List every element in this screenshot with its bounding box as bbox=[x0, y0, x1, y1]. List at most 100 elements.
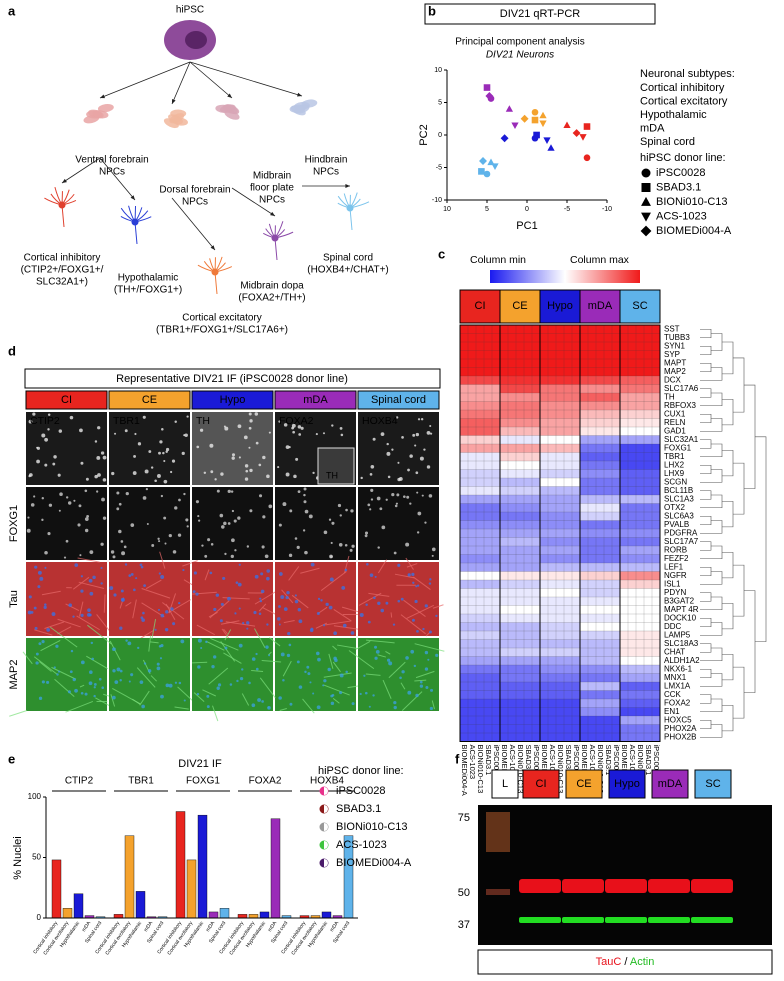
nucleus bbox=[310, 562, 315, 567]
nucleus bbox=[302, 529, 306, 532]
y-tick-label: -10 bbox=[432, 197, 442, 204]
nucleus bbox=[370, 464, 375, 469]
nucleus bbox=[57, 473, 61, 477]
nucleus bbox=[258, 612, 262, 615]
nucleus bbox=[399, 676, 402, 680]
nucleus bbox=[171, 459, 176, 463]
nucleus bbox=[422, 627, 425, 631]
group-header-label: mDA bbox=[588, 300, 613, 312]
nucleus bbox=[41, 433, 46, 438]
nucleus bbox=[199, 428, 204, 432]
heatmap-cell bbox=[580, 512, 620, 521]
nucleus bbox=[419, 456, 424, 461]
nucleus bbox=[374, 656, 378, 660]
group-label: CTIP2 bbox=[65, 776, 94, 787]
fiber bbox=[139, 690, 150, 706]
heatmap-cell bbox=[580, 537, 620, 546]
nucleus bbox=[195, 500, 200, 504]
dendrogram bbox=[744, 384, 756, 489]
lane-header bbox=[565, 769, 603, 799]
heatmap-cell bbox=[500, 529, 540, 538]
heatmap-cell bbox=[580, 699, 620, 708]
nucleus bbox=[206, 694, 210, 698]
nucleus bbox=[93, 694, 96, 698]
heatmap-cell bbox=[500, 452, 540, 461]
heatmap-cell bbox=[580, 546, 620, 555]
nucleus bbox=[430, 688, 434, 692]
fiber bbox=[394, 573, 415, 579]
nucleus bbox=[345, 508, 348, 512]
x-tick-label: mDA bbox=[329, 920, 341, 933]
heatmap-cell bbox=[540, 469, 580, 478]
header-box bbox=[24, 368, 441, 389]
nucleus bbox=[41, 640, 45, 644]
fiber bbox=[382, 679, 392, 699]
y-axis-label: PC2 bbox=[418, 124, 430, 145]
progenitor-label: NPCs bbox=[182, 197, 208, 208]
bar bbox=[259, 911, 270, 919]
heatmap-cell bbox=[500, 648, 540, 657]
fiber bbox=[206, 640, 225, 651]
nucleus bbox=[38, 696, 43, 700]
nucleus bbox=[148, 450, 152, 453]
heatmap-cell bbox=[500, 512, 540, 521]
heatmap-cell bbox=[540, 699, 580, 708]
bar bbox=[73, 893, 84, 919]
nucleus bbox=[130, 673, 134, 677]
nucleus bbox=[41, 680, 45, 684]
heatmap-cell bbox=[460, 597, 500, 606]
heatmap-cell bbox=[540, 563, 580, 572]
nucleus bbox=[368, 705, 371, 708]
heatmap-cell bbox=[620, 563, 660, 572]
nucleus bbox=[411, 618, 415, 622]
nucleus bbox=[80, 575, 84, 578]
pca-point bbox=[485, 92, 494, 100]
nucleus bbox=[403, 495, 406, 499]
nucleus bbox=[216, 686, 220, 690]
pca-point bbox=[483, 170, 491, 178]
actin-band bbox=[519, 917, 561, 923]
nucleus bbox=[119, 669, 123, 673]
nucleus bbox=[349, 548, 353, 552]
nucleus bbox=[133, 588, 136, 592]
mw-label: 50 bbox=[458, 887, 470, 899]
nucleus bbox=[207, 538, 211, 542]
nucleus bbox=[134, 432, 137, 436]
row-label: DCX bbox=[664, 375, 682, 384]
nucleus bbox=[178, 681, 182, 685]
nucleus bbox=[416, 491, 419, 494]
legend-entry: BIONi010-C13 bbox=[336, 821, 408, 833]
nucleus bbox=[227, 596, 231, 601]
group-header bbox=[579, 289, 621, 324]
nucleus bbox=[68, 603, 72, 607]
nucleus bbox=[110, 550, 115, 554]
nucleus bbox=[102, 455, 107, 460]
nucleus bbox=[186, 525, 189, 528]
fiber bbox=[377, 654, 386, 658]
nucleus bbox=[177, 533, 182, 537]
nucleus bbox=[141, 704, 145, 709]
heatmap-cell bbox=[620, 529, 660, 538]
heatmap-cell bbox=[620, 554, 660, 563]
nucleus bbox=[330, 541, 333, 545]
heatmap-cell bbox=[500, 503, 540, 512]
neuron-label: Spinal cord bbox=[323, 253, 373, 264]
row-label: LMX1A bbox=[664, 681, 691, 690]
pca-point bbox=[491, 163, 499, 170]
heatmap-cell bbox=[460, 376, 500, 385]
nucleus bbox=[249, 468, 253, 473]
heatmap-cell bbox=[500, 571, 540, 580]
fiber bbox=[162, 602, 185, 620]
heatmap-cell bbox=[460, 325, 500, 334]
column-header bbox=[191, 390, 274, 410]
row-label: BCL11B bbox=[664, 486, 693, 495]
heatmap-cell bbox=[540, 410, 580, 419]
fiber bbox=[65, 701, 94, 713]
nucleus bbox=[411, 572, 415, 576]
column-label: iPSC0028 bbox=[652, 745, 661, 779]
heatmap-cell bbox=[500, 665, 540, 674]
nucleus bbox=[292, 430, 295, 434]
heatmap-cell bbox=[540, 716, 580, 725]
nucleus bbox=[261, 700, 264, 703]
dendrogram bbox=[722, 603, 734, 630]
